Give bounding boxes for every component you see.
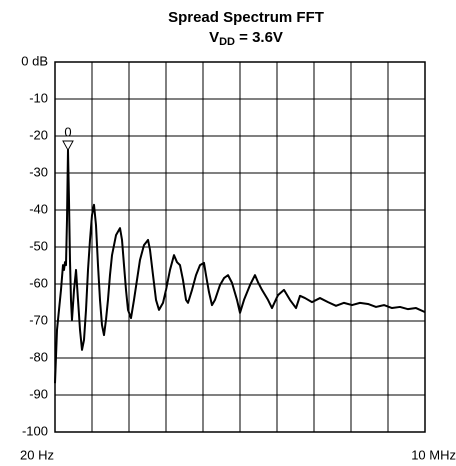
x-tick-label: 20 Hz — [20, 447, 54, 462]
y-tick-label: -90 — [29, 386, 48, 401]
y-tick-label: 0 dB — [21, 53, 48, 68]
marker-triangle — [62, 140, 74, 152]
y-tick-label: -100 — [22, 423, 48, 438]
subtitle-base: V — [209, 29, 219, 46]
plot-frame — [54, 61, 426, 433]
chart-subtitle: VDD = 3.6V — [209, 29, 283, 48]
subtitle-rest: = 3.6V — [235, 29, 283, 46]
marker-label: 0 — [64, 124, 71, 139]
y-tick-label: -20 — [29, 127, 48, 142]
chart-title: Spread Spectrum FFT — [168, 9, 324, 26]
y-tick-label: -80 — [29, 349, 48, 364]
y-tick-label: -50 — [29, 238, 48, 253]
series-line — [54, 149, 426, 384]
subtitle-subscript: DD — [219, 36, 235, 48]
y-tick-label: -10 — [29, 90, 48, 105]
x-tick-label: 10 MHz — [411, 447, 456, 462]
y-tick-label: -60 — [29, 275, 48, 290]
y-tick-label: -40 — [29, 201, 48, 216]
y-tick-label: -70 — [29, 312, 48, 327]
y-tick-label: -30 — [29, 164, 48, 179]
